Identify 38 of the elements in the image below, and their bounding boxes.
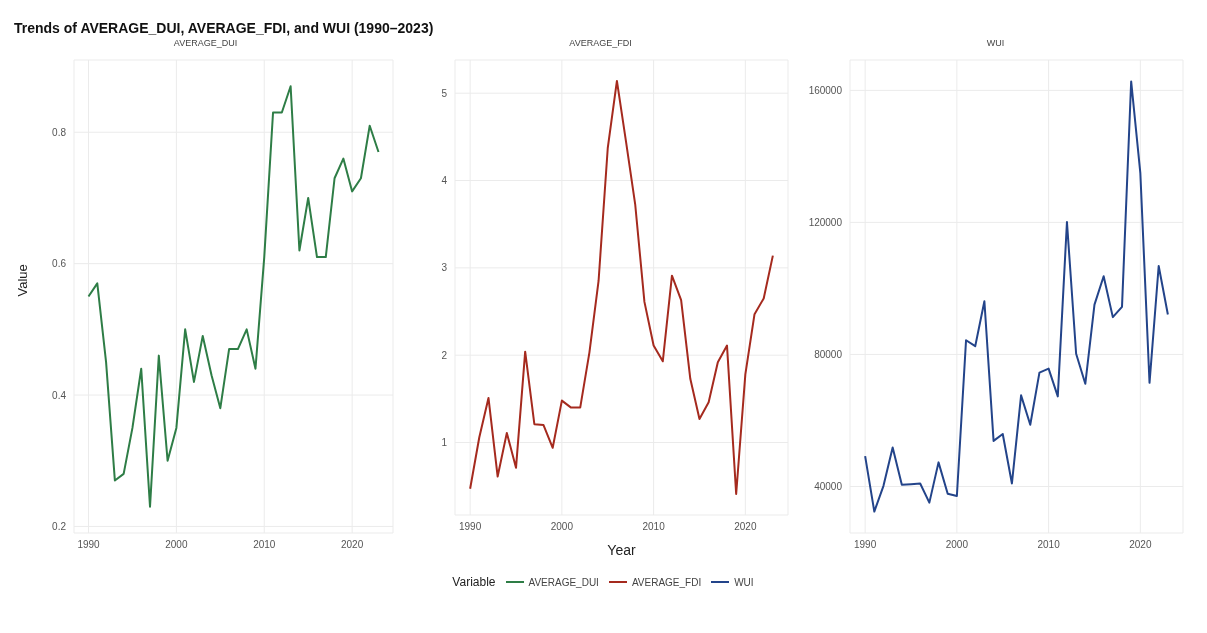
y-tick-label: 40000	[814, 481, 843, 493]
legend-label: WUI	[734, 576, 754, 588]
legend-title: Variable	[452, 575, 496, 589]
y-tick-label: 80000	[814, 348, 843, 360]
line-series	[87, 85, 380, 508]
x-tick-label: 2010	[1037, 539, 1061, 551]
x-tick-label: 2000	[945, 539, 969, 551]
x-tick-label: 2000	[165, 539, 188, 551]
x-axis-title: Year	[607, 542, 636, 558]
x-tick-label: 2010	[253, 539, 276, 551]
y-tick-label: 0.6	[52, 258, 67, 270]
y-tick-label: 120000	[808, 216, 843, 228]
y-tick-label: 0.4	[52, 389, 67, 401]
y-tick-label: 0.8	[52, 126, 67, 138]
legend-label: AVERAGE_FDI	[631, 576, 702, 588]
chart-subtitle: AVERAGE_FDI	[568, 38, 633, 50]
y-tick-label: 0.2	[52, 520, 67, 532]
legend-label: AVERAGE_DUI	[528, 576, 599, 588]
x-tick-label: 2020	[734, 521, 757, 533]
line-series	[469, 79, 774, 496]
chart-subtitle: AVERAGE_DUI	[172, 38, 239, 50]
x-tick-label: 1990	[77, 539, 101, 551]
x-tick-label: 1990	[459, 521, 482, 533]
y-tick-label: 160000	[808, 84, 843, 96]
y-tick-label: 2	[441, 349, 448, 361]
y-tick-label: 4	[441, 175, 448, 187]
x-tick-label: 2010	[642, 521, 666, 533]
chart-title: Trends of AVERAGE_DUI, AVERAGE_FDI, and WUI (1990–2023)	[14, 20, 435, 36]
x-tick-label: 2020	[341, 539, 364, 551]
y-tick-label: 5	[441, 87, 448, 99]
y-tick-label: 1	[441, 437, 448, 449]
line-series	[864, 80, 1169, 513]
x-tick-label: 1990	[854, 539, 877, 551]
x-tick-label: 2000	[550, 521, 574, 533]
x-tick-label: 2020	[1129, 539, 1152, 551]
y-tick-label: 3	[441, 262, 448, 274]
y-axis-title: Value	[14, 264, 30, 297]
chart-subtitle: WUI	[985, 38, 1006, 50]
